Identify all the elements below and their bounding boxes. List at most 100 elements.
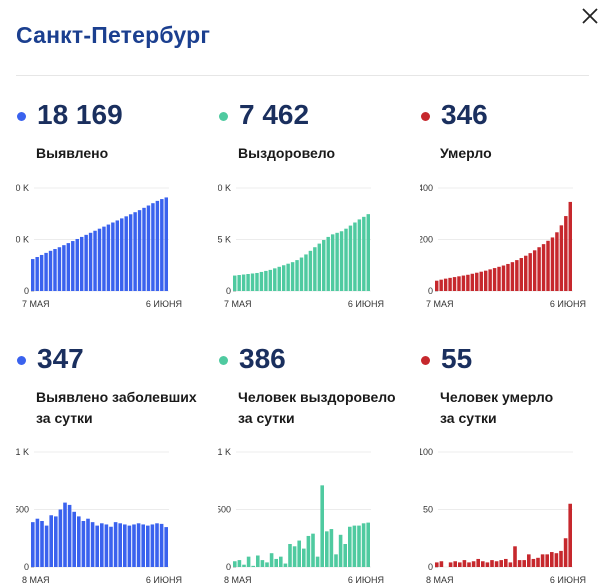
chart-bar <box>132 524 136 567</box>
stat-card-daily-deaths: 55 Человек умерло за сутки 0 50 100 8 МАЯ 6 … <box>420 343 600 585</box>
chart-bar <box>146 205 151 291</box>
chart-bar <box>554 553 559 567</box>
chart-bar <box>504 558 508 567</box>
chart-bar <box>550 552 554 567</box>
chart-bar <box>268 269 273 291</box>
y-tick-label: 400 <box>420 183 433 193</box>
chart-bar <box>339 231 344 291</box>
daily-recovered-value: 386 <box>239 343 286 374</box>
chart-bar <box>137 210 142 291</box>
chart-bar <box>44 525 49 567</box>
chart-bar <box>501 265 506 291</box>
x-end-label: 6 ИЮНЯ <box>550 299 586 309</box>
chart-bar <box>564 216 568 291</box>
chart-bar <box>159 523 164 568</box>
y-tick-label: 0 <box>24 562 29 572</box>
page-title: Санкт-Петербург <box>16 22 211 48</box>
chart-bar <box>467 562 471 567</box>
chart-bar <box>102 226 106 292</box>
chart-bar <box>330 234 335 291</box>
chart-bar <box>452 277 457 291</box>
daily-deaths-label-line2: за сутки <box>440 410 497 426</box>
chart-bar <box>461 275 466 291</box>
chart-bar <box>246 556 251 567</box>
chart-bar <box>488 269 492 291</box>
x-end-label: 6 ИЮНЯ <box>550 575 586 585</box>
chart-bar <box>348 526 352 567</box>
chart-bar <box>233 561 237 567</box>
x-start-label: 8 МАЯ <box>224 575 252 585</box>
detected-total-label: Выявлено <box>36 145 109 161</box>
daily-deaths-label-line1: Человек умерло <box>440 389 554 405</box>
chart-bar <box>281 265 286 291</box>
chart-bar <box>151 203 155 291</box>
chart-bar <box>48 250 53 291</box>
chart-bar <box>120 218 124 291</box>
chart-bar <box>54 516 58 567</box>
chart-bar <box>457 276 461 291</box>
chart-bar <box>111 222 115 291</box>
chart-bar <box>322 240 326 291</box>
recovered-total-value: 7 462 <box>239 99 310 130</box>
chart-bar <box>264 270 268 291</box>
daily-recovered-dot-icon <box>219 356 228 365</box>
chart-bar <box>519 258 524 291</box>
x-end-label: 6 ИЮНЯ <box>348 299 384 309</box>
deaths-total-label: Умерло <box>440 145 492 161</box>
chart-bar <box>315 556 320 567</box>
chart-bar <box>260 560 265 567</box>
y-tick-label: 1 K <box>16 447 29 457</box>
daily-recovered-chart: 0 500 1 K 8 МАЯ 6 ИЮНЯ <box>218 447 384 585</box>
chart-bar <box>536 557 540 567</box>
chart-bar <box>279 556 283 567</box>
y-tick-label: 5 K <box>218 235 231 245</box>
daily-recovered-label-line2: за сутки <box>238 410 295 426</box>
y-tick-label: 200 <box>420 235 433 245</box>
close-icon[interactable] <box>580 6 600 26</box>
chart-bar <box>524 255 528 291</box>
chart-bar <box>90 522 95 567</box>
chart-bar <box>93 230 97 291</box>
chart-bar <box>492 268 497 291</box>
x-start-label: 7 МАЯ <box>22 299 50 309</box>
chart-bar <box>304 254 308 291</box>
x-start-label: 7 МАЯ <box>426 299 454 309</box>
chart-bar <box>164 527 168 567</box>
chart-bar <box>515 260 519 291</box>
chart-bar <box>136 523 141 567</box>
y-tick-label: 20 K <box>16 183 29 193</box>
chart-bar <box>475 272 479 291</box>
chart-bar <box>361 523 366 567</box>
chart-bar <box>325 531 329 567</box>
chart-bar <box>246 274 250 291</box>
chart-bar <box>39 254 44 291</box>
chart-bar <box>288 544 292 567</box>
x-start-label: 7 МАЯ <box>224 299 252 309</box>
y-tick-label: 0 <box>428 562 433 572</box>
chart-bar <box>311 533 315 567</box>
chart-bar <box>242 564 246 567</box>
chart-bar <box>283 563 288 567</box>
header-divider <box>16 75 589 76</box>
chart-bar <box>559 550 563 567</box>
daily-recovered-label-line1: Человек выздоровело <box>238 389 396 405</box>
y-tick-label: 10 K <box>16 235 29 245</box>
chart-bar <box>344 228 348 291</box>
chart-bar <box>256 555 260 567</box>
chart-bar <box>67 504 72 567</box>
deaths-total-chart: 0 200 400 7 МАЯ 6 ИЮНЯ <box>420 183 586 309</box>
chart-bar <box>537 247 541 291</box>
recovered-total-chart: 0 5 K 10 K 7 МАЯ 6 ИЮНЯ <box>218 183 384 309</box>
chart-bar <box>485 562 490 567</box>
chart-bar <box>127 525 132 567</box>
chart-bar <box>481 561 485 567</box>
chart-bar <box>290 262 295 291</box>
x-start-label: 8 МАЯ <box>426 575 454 585</box>
chart-bar <box>31 259 35 291</box>
chart-bar <box>100 523 104 567</box>
chart-bar <box>160 199 164 291</box>
stat-card-detected: 18 169 Выявлено 0 10 K 20 K 7 МАЯ 6 ИЮНЯ <box>16 99 196 340</box>
chart-bar <box>555 232 559 291</box>
chart-bar <box>146 525 150 567</box>
y-tick-label: 10 K <box>218 183 231 193</box>
